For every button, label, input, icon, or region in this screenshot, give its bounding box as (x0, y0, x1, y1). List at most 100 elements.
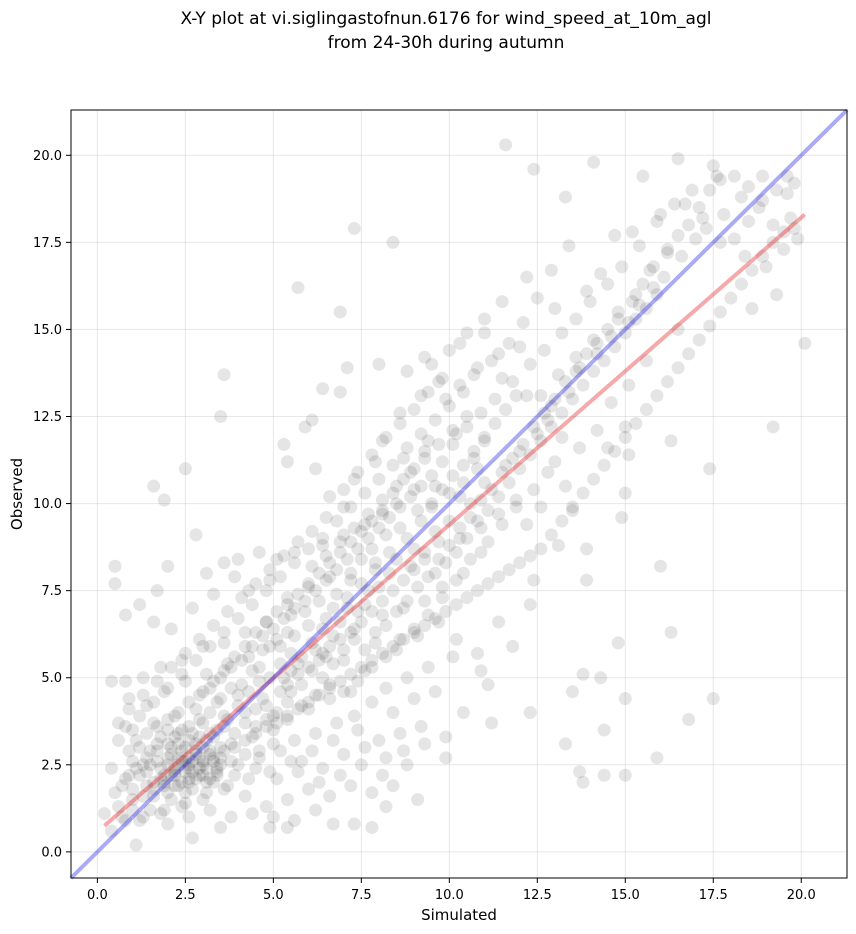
data-point (309, 462, 323, 476)
data-point (601, 277, 615, 291)
data-point (337, 653, 351, 667)
x-tick-label: 5.0 (263, 888, 284, 903)
data-point (509, 493, 523, 507)
data-point (699, 221, 713, 235)
data-point (316, 671, 330, 685)
data-point (537, 406, 551, 420)
data-point (421, 385, 435, 399)
data-point (287, 545, 301, 559)
data-point (639, 403, 653, 417)
data-point (326, 817, 340, 831)
data-point (354, 758, 368, 772)
data-point (316, 382, 330, 396)
data-point (555, 430, 569, 444)
data-point (506, 451, 520, 465)
data-point (713, 173, 727, 187)
data-point (175, 723, 189, 737)
data-point (379, 650, 393, 664)
data-point (534, 389, 548, 403)
data-point (372, 733, 386, 747)
data-point (140, 726, 154, 740)
data-point (544, 263, 558, 277)
data-point (175, 667, 189, 681)
data-point (358, 517, 372, 531)
data-point (411, 504, 425, 518)
data-point (126, 803, 140, 817)
data-point (351, 605, 365, 619)
data-point (164, 747, 178, 761)
data-point (182, 695, 196, 709)
data-point (629, 312, 643, 326)
data-point (703, 462, 717, 476)
data-point (548, 392, 562, 406)
data-point (724, 291, 738, 305)
data-point (347, 709, 361, 723)
data-point (119, 772, 133, 786)
data-point (309, 803, 323, 817)
data-point (147, 789, 161, 803)
data-point (196, 740, 210, 754)
data-point (618, 486, 632, 500)
data-point (625, 225, 639, 239)
y-axis-ticks: 0.0 2.5 5.0 7.5 10.0 12.5 15.0 17.5 20.0 (33, 149, 71, 860)
data-point (354, 524, 368, 538)
data-point (316, 538, 330, 552)
data-point (252, 744, 266, 758)
data-point (685, 183, 699, 197)
data-point (129, 761, 143, 775)
data-point (97, 807, 111, 821)
data-point (400, 364, 414, 378)
data-point (418, 618, 432, 632)
data-point (485, 716, 499, 730)
data-point (516, 437, 530, 451)
x-axis-label: Simulated (421, 906, 497, 924)
data-point (323, 639, 337, 653)
data-point (421, 660, 435, 674)
data-point (653, 559, 667, 573)
data-point (140, 779, 154, 793)
data-point (108, 577, 122, 591)
data-point (298, 594, 312, 608)
data-point (706, 159, 720, 173)
data-point (470, 646, 484, 660)
data-point (242, 650, 256, 664)
data-point (565, 504, 579, 518)
data-point (207, 587, 221, 601)
data-point (435, 580, 449, 594)
data-point (632, 239, 646, 253)
data-point (189, 747, 203, 761)
data-point (333, 545, 347, 559)
data-point (217, 636, 231, 650)
data-point (692, 201, 706, 215)
data-point (435, 591, 449, 605)
data-point (777, 225, 791, 239)
data-point (210, 723, 224, 737)
data-point (460, 420, 474, 434)
data-point (305, 524, 319, 538)
data-point (418, 594, 432, 608)
data-point (280, 678, 294, 692)
data-point (196, 685, 210, 699)
data-point (157, 493, 171, 507)
data-point (175, 800, 189, 814)
data-point (284, 608, 298, 622)
data-point (224, 754, 238, 768)
y-axis-label: Observed (8, 458, 26, 530)
data-point (312, 688, 326, 702)
data-point (302, 542, 316, 556)
data-point (509, 389, 523, 403)
data-point (199, 775, 213, 789)
data-point (344, 500, 358, 514)
data-point (354, 552, 368, 566)
data-point (136, 789, 150, 803)
data-point (126, 793, 140, 807)
data-point (530, 291, 544, 305)
grid-lines (71, 110, 847, 878)
data-points (97, 138, 812, 852)
data-point (527, 420, 541, 434)
data-point (513, 340, 527, 354)
data-point (703, 183, 717, 197)
data-point (245, 664, 259, 678)
data-point (192, 730, 206, 744)
